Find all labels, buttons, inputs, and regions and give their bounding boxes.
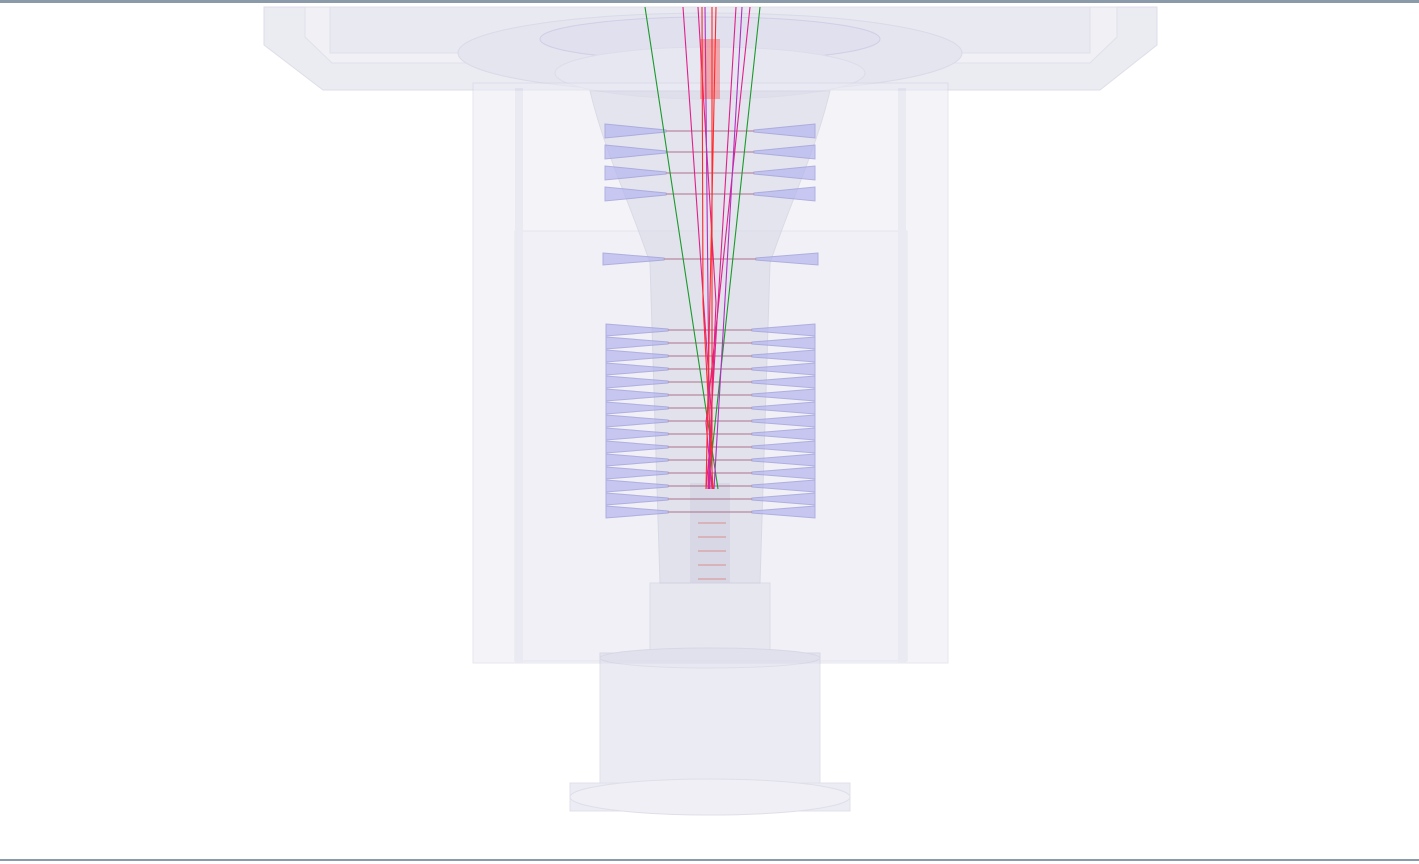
lower-electrode [605, 401, 816, 415]
upper-electrode [604, 165, 816, 181]
electrode-plates [602, 123, 819, 580]
exit-tube [569, 582, 851, 816]
trajectory-green-2 [707, 6, 761, 490]
trajectory-bundle [700, 39, 720, 99]
lower-electrode [605, 492, 816, 506]
ion-trajectories [644, 6, 761, 490]
upper-electrode [604, 186, 816, 202]
upper-electrode [604, 144, 816, 160]
lower-electrode [605, 479, 816, 493]
upper-electrode [604, 123, 816, 139]
lower-electrode [605, 323, 816, 337]
trajectory-green-1 [644, 6, 719, 490]
lower-electrode [605, 362, 816, 376]
trajectory-red-1 [701, 6, 714, 490]
trajectory-purple-2 [713, 6, 743, 490]
trajectory-red-3 [705, 6, 717, 490]
lower-electrode [605, 505, 816, 519]
lower-electrode [605, 336, 816, 350]
ion-funnel-scene [263, 6, 1158, 816]
lower-electrode [605, 349, 816, 363]
lower-electrode [605, 414, 816, 428]
single-electrode [602, 252, 819, 266]
